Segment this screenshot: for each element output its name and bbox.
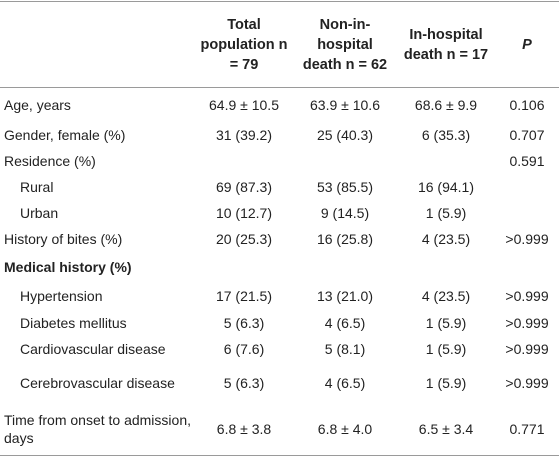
table-cell: 0.707: [509, 126, 545, 143]
row-label: Diabetes mellitus: [20, 314, 127, 331]
table-cell: 16 (94.1): [417, 178, 475, 195]
table-body: Age, years 64.9 ± 10.5 63.9 ± 10.6 68.6 ± 9…: [0, 88, 559, 456]
table-cell: 31 (39.2): [215, 126, 273, 143]
table-cell: 6.5 ± 3.4: [418, 421, 474, 438]
header-cell: [0, 2, 195, 88]
table-cell: 4 (6.5): [324, 314, 366, 331]
table-cell: [397, 148, 495, 174]
table-cell: [293, 252, 397, 282]
row-label: Rural: [20, 178, 54, 195]
table-row: History of bites (%) 20 (25.3) 16 (25.8) 4 …: [0, 226, 559, 252]
table-cell: >0.999: [505, 230, 549, 247]
table-cell: 68.6 ± 9.9: [414, 96, 478, 113]
table-cell: 6 (7.6): [223, 340, 265, 357]
table-cell: 6.8 ± 4.0: [317, 421, 373, 438]
table-header: Total population n = 79 Non-in-hospital d…: [0, 1, 559, 88]
table-cell: >0.999: [505, 340, 549, 357]
column-header: In-hospital death n = 17: [397, 2, 495, 88]
table-row: Hypertension 17 (21.5) 13 (21.0) 4 (23.5) >0…: [0, 282, 559, 310]
table-cell: 0.106: [509, 96, 545, 113]
table-cell: 9 (14.5): [320, 204, 370, 221]
table-cell: 16 (25.8): [316, 230, 374, 247]
table-cell: 4 (23.5): [421, 230, 471, 247]
table-cell: [495, 174, 559, 200]
table-cell: 6.8 ± 3.8: [216, 421, 272, 438]
table-cell: 6 (35.3): [421, 126, 471, 143]
table-cell: 20 (25.3): [215, 230, 273, 247]
column-label: In-hospital death: [403, 26, 483, 63]
table-cell: [195, 148, 293, 174]
table-cell: 17 (21.5): [215, 287, 273, 304]
row-label: Cardiovascular disease: [20, 340, 166, 357]
table-row: Gender, female (%) 31 (39.2) 25 (40.3) 6 (3…: [0, 122, 559, 148]
row-label: Medical history (%): [4, 258, 132, 275]
table-row: Residence (%) 0.591: [0, 148, 559, 174]
table-cell: [495, 200, 559, 226]
column-header: Total population n = 79: [195, 2, 293, 88]
table-cell: 13 (21.0): [316, 287, 374, 304]
table-row: Diabetes mellitus 5 (6.3) 4 (6.5) 1 (5.9) >0…: [0, 310, 559, 336]
table-cell: 1 (5.9): [425, 374, 467, 391]
table-cell: 1 (5.9): [425, 204, 467, 221]
table-cell: [397, 252, 495, 282]
table-row: Age, years 64.9 ± 10.5 63.9 ± 10.6 68.6 ± 9…: [0, 88, 559, 122]
table-cell: 10 (12.7): [215, 204, 273, 221]
table-row: Rural 69 (87.3) 53 (85.5) 16 (94.1): [0, 174, 559, 200]
table-cell: 1 (5.9): [425, 314, 467, 331]
table-cell: 69 (87.3): [215, 178, 273, 195]
table-cell: [293, 148, 397, 174]
row-label: Hypertension: [20, 287, 103, 304]
table-cell: >0.999: [505, 374, 549, 391]
table-row: Medical history (%): [0, 252, 559, 282]
column-header: P: [495, 2, 559, 88]
table-cell: 0.771: [509, 421, 545, 438]
table-cell: [495, 252, 559, 282]
table-cell: 0.591: [509, 152, 545, 169]
row-label: Age, years: [4, 96, 71, 113]
table-cell: 53 (85.5): [316, 178, 374, 195]
table-row: Cardiovascular disease 6 (7.6) 5 (8.1) 1 (5…: [0, 336, 559, 362]
table-cell: 64.9 ± 10.5: [209, 96, 279, 113]
row-label: Urban: [20, 204, 59, 221]
row-label: Time from onset to admission, days: [4, 412, 191, 447]
column-header: Non-in-hospital death n = 62: [293, 2, 397, 88]
table-row: Urban 10 (12.7) 9 (14.5) 1 (5.9): [0, 200, 559, 226]
column-label: P: [522, 36, 532, 53]
table-cell: 4 (6.5): [324, 374, 366, 391]
column-label: Total population: [200, 16, 275, 53]
table-cell: [195, 252, 293, 282]
table-cell: 5 (8.1): [324, 340, 366, 357]
column-label: Non-in-hospital death: [302, 16, 373, 73]
column-n: n = 62: [345, 56, 388, 73]
column-n: n = 79: [229, 36, 288, 73]
table-cell: 25 (40.3): [316, 126, 374, 143]
table-cell: 5 (6.3): [223, 314, 265, 331]
header-row: Total population n = 79 Non-in-hospital d…: [0, 1, 559, 88]
table-cell: 63.9 ± 10.6: [310, 96, 380, 113]
table-row: Cerebrovascular disease 5 (6.3) 4 (6.5) 1 (…: [0, 362, 559, 404]
table-cell: >0.999: [505, 287, 549, 304]
column-n: n = 17: [446, 46, 489, 63]
table-cell: >0.999: [505, 314, 549, 331]
data-table: Total population n = 79 Non-in-hospital d…: [0, 1, 559, 456]
row-label: Cerebrovascular disease: [20, 374, 175, 391]
table-row: Time from onset to admission, days 6.8 ± …: [0, 404, 559, 456]
row-label: History of bites (%): [4, 230, 123, 247]
row-label: Residence (%): [4, 152, 96, 169]
table-cell: 4 (23.5): [421, 287, 471, 304]
row-label: Gender, female (%): [4, 126, 126, 143]
table-cell: 1 (5.9): [425, 340, 467, 357]
table-cell: 5 (6.3): [223, 374, 265, 391]
